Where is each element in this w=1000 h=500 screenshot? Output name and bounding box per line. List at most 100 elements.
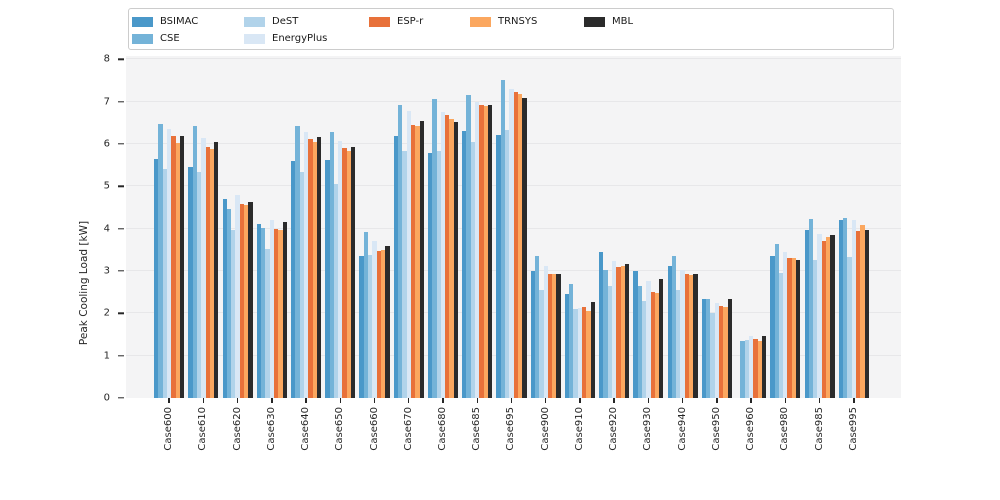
bar-case920-energyplus: [612, 260, 617, 398]
bar-case610-bsimac: [188, 166, 193, 398]
x-tick-mark: [271, 398, 273, 403]
legend-item-cse: CSE: [132, 32, 180, 46]
bar-case995-trnsys: [860, 225, 865, 398]
bar-case900-mbl: [556, 274, 561, 398]
bar-group-case650: [323, 56, 357, 398]
bar-case630-bsimac: [256, 224, 262, 398]
x-tick-label-case660: Case660: [368, 407, 380, 451]
legend-item-bsimac: BSIMAC: [132, 15, 198, 29]
bar-case695-mbl: [522, 98, 527, 398]
x-slot-case950: Case950: [700, 398, 734, 493]
bar-case940-energyplus: [680, 269, 685, 398]
bar-case660-mbl: [385, 245, 390, 398]
bar-group-case995: [837, 56, 871, 398]
bar-case670-energyplus: [406, 111, 411, 398]
bar-case960-energyplus: [748, 336, 754, 398]
bar-case685-cse: [466, 95, 471, 398]
x-tick-label-case640: Case640: [300, 407, 312, 451]
bar-case650-trnsys: [346, 151, 352, 398]
x-tick-label-case910: Case910: [573, 407, 585, 451]
bar-case610-energyplus: [201, 138, 206, 398]
bar-group-case900: [529, 56, 563, 398]
bar-case900-energyplus: [543, 265, 548, 398]
bar-case610-esp-r: [205, 147, 210, 398]
x-tick-mark: [579, 398, 581, 403]
x-slot-case685: Case685: [460, 398, 494, 493]
legend-item-dest: DeST: [244, 15, 298, 29]
x-tick-mark: [373, 398, 376, 403]
bar-case600-cse: [158, 123, 163, 398]
x-slot-case900: Case900: [529, 398, 563, 493]
bar-case910-trnsys: [586, 311, 591, 398]
bar-case680-cse: [432, 99, 437, 398]
bar-case600-esp-r: [171, 135, 176, 398]
bar-case995-cse: [843, 217, 848, 398]
x-tick-mark: [305, 398, 307, 403]
bar-case640-energyplus: [303, 132, 309, 398]
x-slot-case910: Case910: [563, 398, 597, 493]
bar-group-case985: [802, 56, 836, 398]
bar-case695-trnsys: [517, 94, 523, 398]
y-tick-label-1: 1: [103, 350, 110, 362]
bar-case660-dest: [368, 254, 373, 398]
bar-case960-esp-r: [753, 338, 758, 398]
x-tick-mark: [784, 398, 787, 403]
bar-case670-cse: [398, 105, 403, 398]
bar-group-case600: [152, 56, 186, 398]
bar-case930-trnsys: [654, 293, 660, 398]
y-tick-label-5: 5: [103, 180, 110, 192]
bar-case610-trnsys: [209, 149, 215, 398]
bar-group-case660: [357, 56, 391, 398]
bar-case670-trnsys: [415, 126, 420, 398]
bar-case980-dest: [778, 273, 784, 398]
bar-case960-trnsys: [757, 340, 762, 398]
bar-case650-energyplus: [338, 140, 343, 398]
y-tick-label-4: 4: [103, 223, 110, 235]
bar-case910-bsimac: [564, 293, 570, 398]
x-axis: Case600 Case610 Case620 Case630 Case640 Case6…: [126, 398, 901, 493]
bar-group-case930: [631, 56, 665, 398]
bar-case600-bsimac: [154, 158, 159, 398]
bar-case900-bsimac: [530, 271, 535, 398]
bar-case695-cse: [500, 79, 506, 398]
bar-group-case695: [494, 56, 528, 398]
x-tick-mark: [750, 398, 752, 403]
x-tick-mark: [339, 398, 341, 403]
bar-case960-dest: [744, 339, 749, 398]
bar-group-case630: [255, 56, 289, 398]
bar-case940-dest: [676, 290, 681, 398]
bars-row: [126, 56, 901, 398]
y-tick-label-0: 0: [103, 392, 110, 404]
bar-case630-dest: [265, 248, 270, 398]
bar-case930-dest: [641, 300, 647, 398]
bar-case950-mbl: [727, 298, 732, 398]
x-tick-mark: [168, 398, 170, 403]
bar-case920-cse: [603, 269, 608, 398]
bar-case670-bsimac: [393, 135, 399, 398]
bar-case660-energyplus: [372, 240, 377, 398]
x-slot-case670: Case670: [392, 398, 426, 493]
x-tick-label-case620: Case620: [231, 407, 243, 451]
legend-swatch-cse: [132, 34, 153, 44]
y-tick-mark: [118, 312, 124, 315]
bar-case600-dest: [162, 168, 167, 398]
bar-case640-mbl: [316, 136, 322, 398]
x-tick-label-case680: Case680: [436, 407, 448, 451]
y-tick-mark: [118, 58, 124, 61]
bar-case685-trnsys: [483, 105, 488, 398]
legend-label: EnergyPlus: [272, 33, 328, 44]
bar-case950-dest: [710, 313, 715, 398]
y-axis: Peak Cooling Load [kW] 0 1 2 3 4 5 6 7 8: [0, 54, 126, 404]
bar-case985-mbl: [830, 235, 835, 398]
x-tick-mark: [613, 398, 615, 403]
x-tick-label-case610: Case610: [197, 407, 209, 451]
bar-group-case980: [768, 56, 802, 398]
legend-item-energyplus: EnergyPlus: [244, 32, 327, 46]
bar-case995-bsimac: [838, 220, 844, 398]
x-slot-case930: Case930: [631, 398, 665, 493]
bar-case980-bsimac: [770, 256, 775, 398]
bar-case960-mbl: [761, 336, 767, 398]
bar-case910-esp-r: [582, 306, 587, 398]
x-tick-label-case930: Case930: [642, 407, 654, 451]
bar-case930-cse: [637, 285, 642, 398]
